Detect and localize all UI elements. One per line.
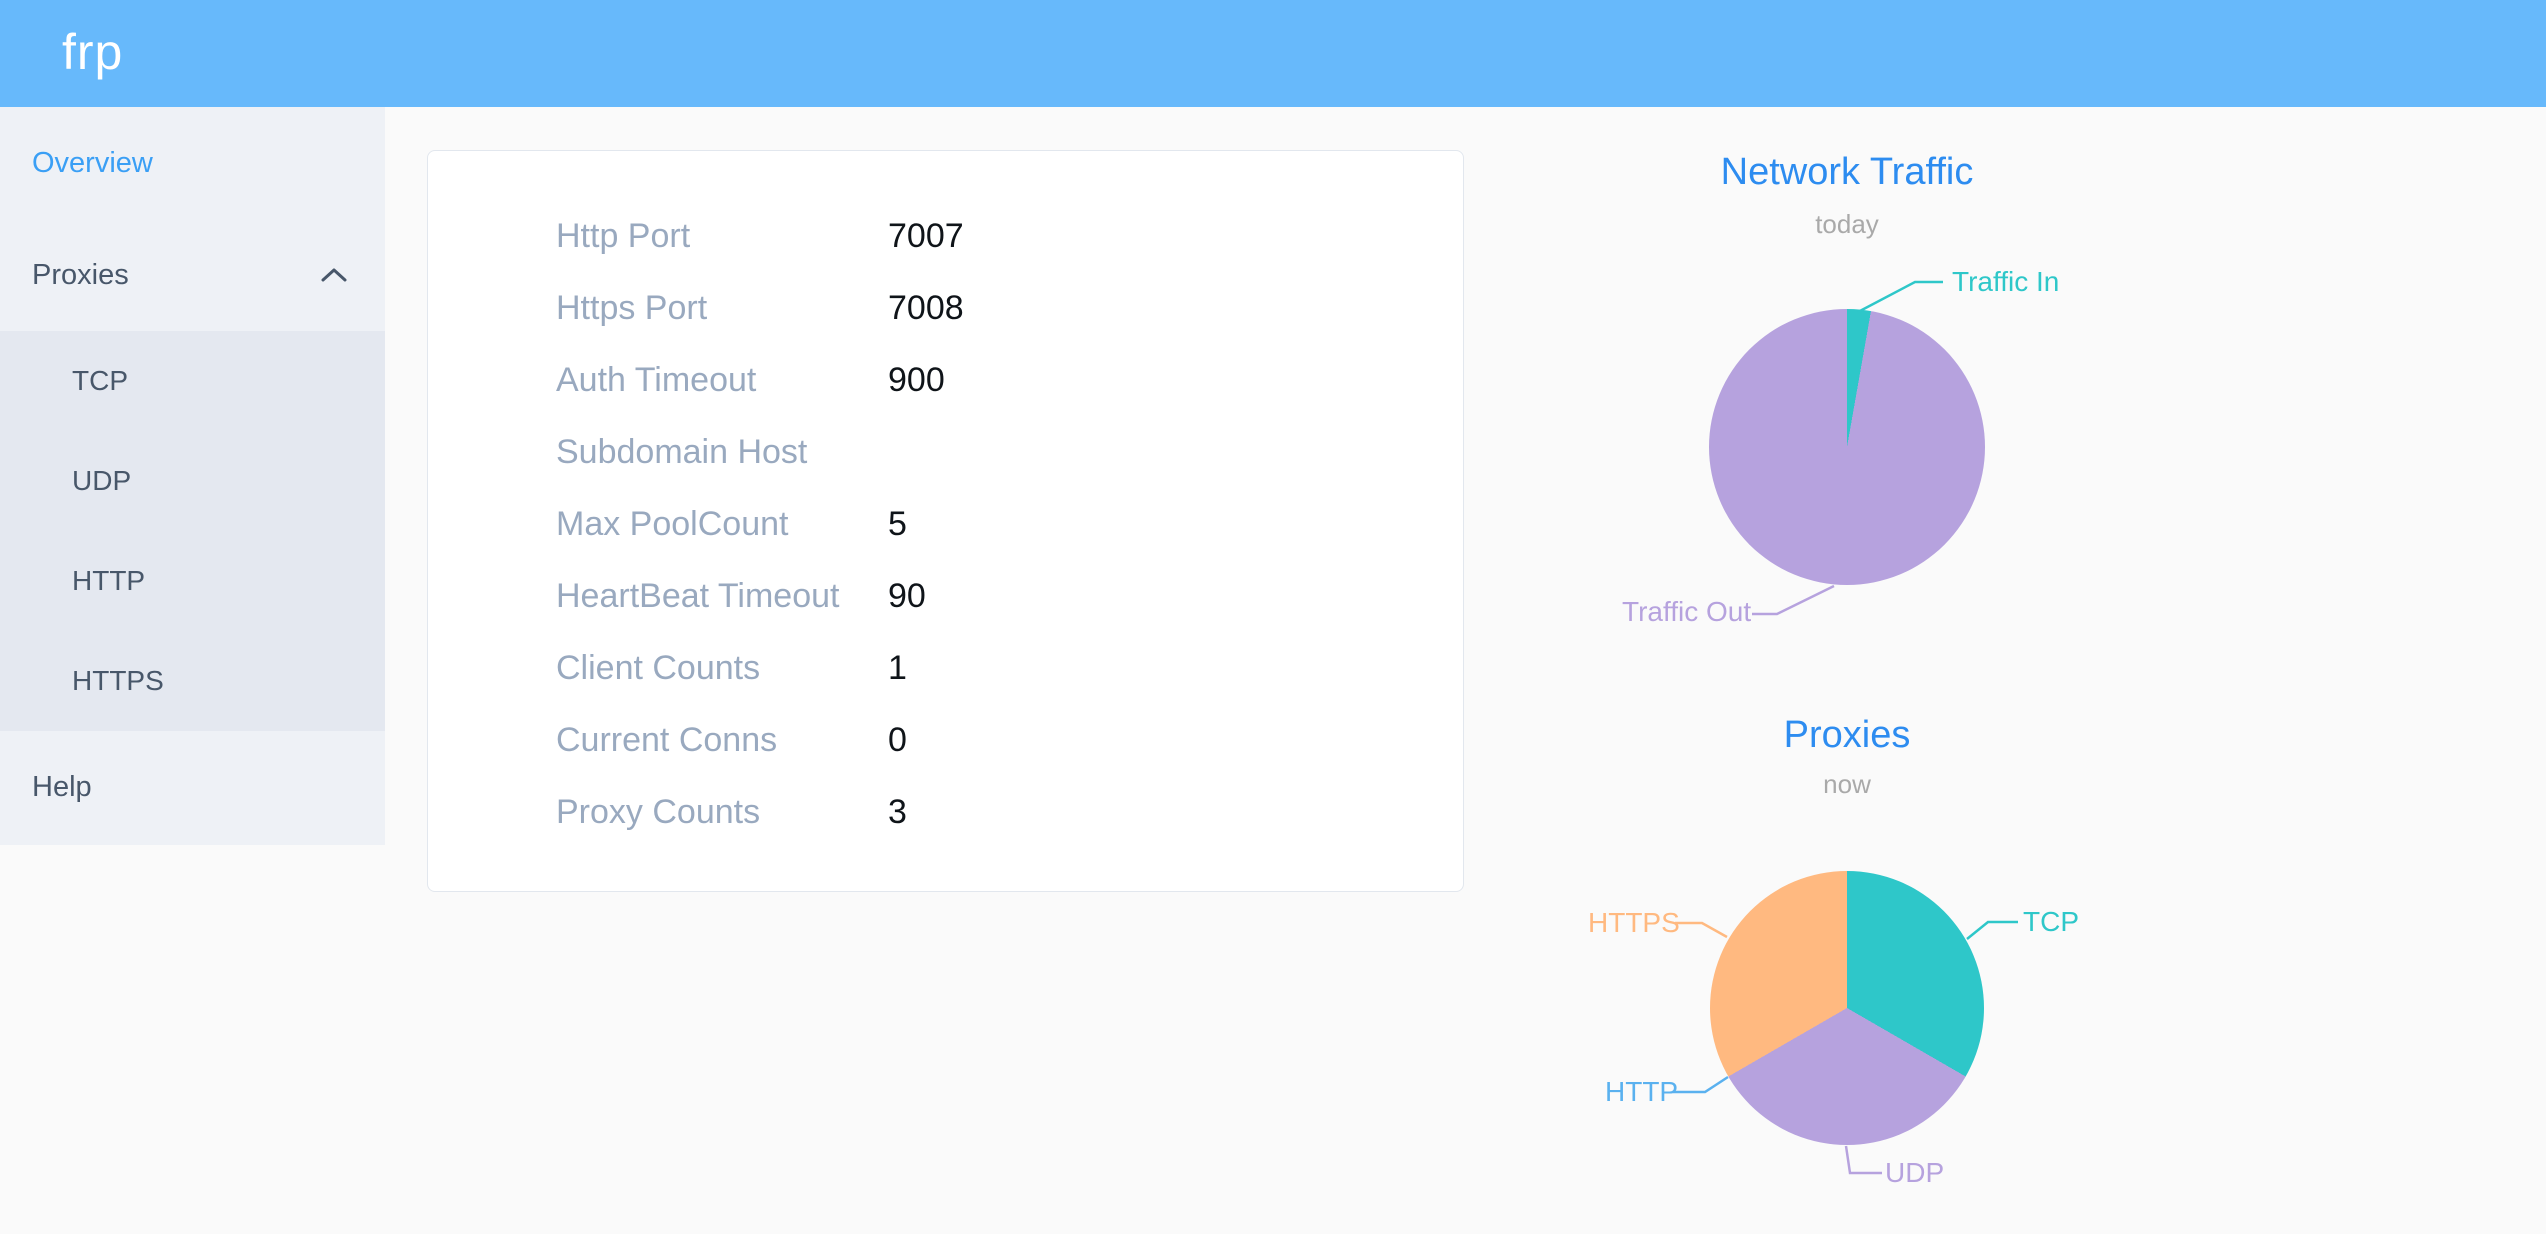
- sidebar-item-label: Overview: [32, 147, 153, 179]
- info-value: 7008: [888, 288, 964, 327]
- info-label: Http Port: [556, 216, 691, 255]
- http-label: HTTP: [1605, 1076, 1679, 1107]
- info-row: Max PoolCount 5: [428, 488, 1463, 560]
- proxies-submenu: TCP UDP HTTP HTTPS: [0, 331, 385, 731]
- proxies-chart-subtitle: now: [1823, 769, 1871, 799]
- sidebar-item-help[interactable]: Help: [0, 731, 385, 843]
- info-value: 3: [888, 792, 907, 831]
- info-row: Http Port 7007: [428, 200, 1463, 272]
- info-row: Https Port 7008: [428, 272, 1463, 344]
- info-row: Current Conns 0: [428, 704, 1463, 776]
- https-label: HTTPS: [1588, 907, 1680, 938]
- info-label: Client Counts: [556, 648, 761, 687]
- info-row: HeartBeat Timeout 90: [428, 560, 1463, 632]
- app-logo: frp: [62, 24, 124, 80]
- sidebar-item-label: Proxies: [32, 259, 129, 291]
- network-traffic-pie-chart[interactable]: [1709, 309, 1985, 585]
- sidebar-item-https[interactable]: HTTPS: [72, 665, 164, 696]
- server-info-card: Http Port 7007 Https Port 7008 Auth Time…: [427, 150, 1464, 892]
- tcp-label: TCP: [2023, 906, 2079, 937]
- info-value: 0: [888, 720, 907, 759]
- sidebar-item-http[interactable]: HTTP: [72, 565, 146, 596]
- sidebar-item-overview[interactable]: Overview: [0, 107, 385, 219]
- info-value: 5: [888, 504, 907, 543]
- sidebar-item-label: Help: [32, 771, 92, 803]
- info-label: Subdomain Host: [556, 432, 808, 471]
- sidebar-item-proxies[interactable]: Proxies: [0, 219, 385, 331]
- chevron-up-icon: [321, 268, 347, 282]
- info-row: Auth Timeout 900: [428, 344, 1463, 416]
- info-label: Max PoolCount: [556, 504, 789, 543]
- info-row: Client Counts 1: [428, 632, 1463, 704]
- sidebar: Overview Proxies TCP UDP HTTP HTTPS Help: [0, 107, 385, 845]
- info-row: Subdomain Host: [428, 416, 1463, 488]
- sidebar-item-tcp[interactable]: TCP: [72, 365, 128, 396]
- info-label: Https Port: [556, 288, 708, 327]
- network-traffic-chart-title: Network Traffic: [1720, 151, 1974, 193]
- info-value: 7007: [888, 216, 964, 255]
- info-label: Current Conns: [556, 720, 778, 759]
- traffic-out-label: Traffic Out: [1622, 596, 1752, 627]
- sidebar-item-udp[interactable]: UDP: [72, 465, 132, 496]
- traffic-in-label: Traffic In: [1952, 266, 2060, 297]
- info-label: Proxy Counts: [556, 792, 761, 831]
- info-label: HeartBeat Timeout: [556, 576, 840, 615]
- proxies-pie-chart[interactable]: [1710, 871, 1984, 1145]
- info-row: Proxy Counts 3: [428, 776, 1463, 848]
- app-header: frp: [0, 0, 2546, 107]
- proxies-chart-title: Proxies: [1783, 714, 1911, 756]
- udp-label: UDP: [1885, 1157, 1945, 1188]
- info-value: 900: [888, 360, 945, 399]
- network-traffic-chart-subtitle: today: [1815, 209, 1879, 239]
- info-value: 90: [888, 576, 926, 615]
- info-value: 1: [888, 648, 907, 687]
- info-label: Auth Timeout: [556, 360, 757, 399]
